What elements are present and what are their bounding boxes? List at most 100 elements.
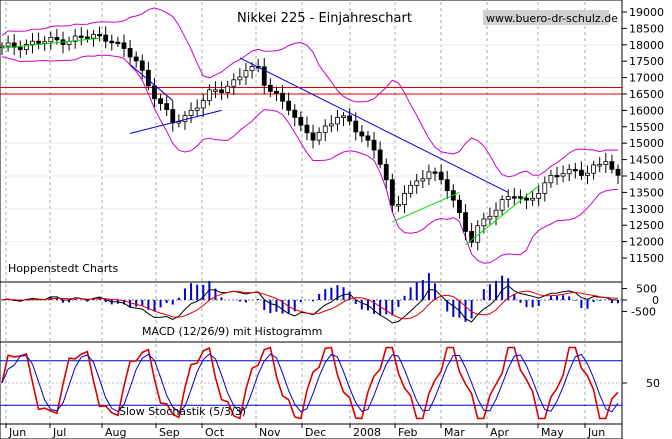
price-bar-body bbox=[603, 161, 609, 165]
trendline bbox=[465, 185, 540, 246]
price-bar-body bbox=[432, 171, 438, 174]
bollinger-lower bbox=[1, 54, 619, 264]
price-bar-body bbox=[84, 36, 90, 39]
price-bar-body bbox=[127, 48, 133, 58]
x-tick-label: May bbox=[541, 426, 564, 439]
price-bar-body bbox=[310, 132, 316, 141]
y-tick-label: 17000 bbox=[629, 72, 664, 85]
price-bar-body bbox=[292, 109, 298, 118]
x-tick-label: Jun bbox=[587, 426, 605, 439]
price-bar-body bbox=[469, 231, 475, 243]
price-bar-body bbox=[213, 89, 218, 92]
price-bar-body bbox=[188, 109, 194, 116]
x-tick-label: Aug bbox=[105, 426, 126, 439]
price-bar-body bbox=[499, 199, 505, 211]
price-bar-body bbox=[158, 98, 163, 104]
price-bar-body bbox=[548, 174, 554, 184]
price-bar-body bbox=[609, 161, 615, 170]
price-bar-body bbox=[280, 92, 285, 102]
macd-signal-line bbox=[1, 290, 619, 320]
y-tick-label: 12000 bbox=[629, 236, 664, 249]
price-bar-body bbox=[322, 125, 328, 133]
price-bar-body bbox=[0, 45, 5, 49]
x-tick-label: Jun bbox=[8, 426, 26, 439]
price-bar-body bbox=[17, 46, 23, 51]
price-bar-body bbox=[536, 193, 542, 199]
price-bar-body bbox=[377, 149, 383, 165]
price-bar-body bbox=[274, 90, 279, 94]
stoch-label: Slow Stochastik (5/3/3) bbox=[119, 405, 246, 418]
price-bar-body bbox=[200, 100, 206, 109]
stoch-k-line bbox=[1, 346, 619, 420]
macd-tick-label: 0 bbox=[652, 294, 659, 307]
macd-tick-label: -500 bbox=[631, 305, 656, 318]
price-bar-body bbox=[572, 169, 578, 172]
trendlines bbox=[1, 37, 540, 246]
chart-title: Nikkei 225 - Einjahreschart bbox=[237, 11, 412, 26]
price-bars bbox=[0, 26, 621, 251]
x-tick-label: Nov bbox=[259, 426, 281, 439]
price-bar-body bbox=[518, 196, 523, 199]
price-bar-body bbox=[249, 65, 255, 72]
price-bar-body bbox=[103, 34, 109, 42]
trendline bbox=[392, 191, 460, 223]
price-bar-body bbox=[164, 103, 170, 110]
price-bar-body bbox=[560, 173, 566, 177]
watermark-bg bbox=[483, 10, 609, 25]
trendline bbox=[239, 57, 509, 193]
price-bar-body bbox=[585, 172, 590, 176]
y-tick-label: 13000 bbox=[629, 203, 664, 216]
x-tick-label: Jul bbox=[52, 426, 66, 439]
price-bar-body bbox=[30, 40, 35, 45]
y-tick-label: 11500 bbox=[629, 252, 664, 265]
trendline bbox=[1, 37, 100, 49]
price-bar-body bbox=[286, 100, 292, 111]
price-bar-body bbox=[371, 139, 377, 151]
stochastic-panel bbox=[0, 346, 622, 420]
x-axis-labels: Jun Jul Aug Sep Oct Nov Dec 2008 Feb Mar Apr May Jun bbox=[5, 424, 605, 439]
price-bar-body bbox=[597, 164, 603, 167]
source-label: Hoppenstedt Charts bbox=[8, 262, 119, 275]
price-bar-body bbox=[383, 163, 389, 181]
price-bar-body bbox=[304, 124, 310, 134]
price-bar-body bbox=[402, 192, 407, 205]
x-tick-label: 2008 bbox=[353, 426, 381, 439]
price-bar-body bbox=[316, 131, 322, 141]
price-bar-body bbox=[5, 42, 11, 47]
price-bar-body bbox=[54, 37, 60, 41]
watermark: www.buero-dr-schulz.de bbox=[486, 12, 618, 25]
price-bar-body bbox=[542, 182, 548, 194]
price-bar-body bbox=[170, 109, 176, 124]
y-tick-label: 13500 bbox=[629, 186, 664, 199]
price-bar-body bbox=[579, 169, 584, 176]
price-bar-body bbox=[347, 115, 353, 122]
price-bar-body bbox=[237, 76, 243, 81]
price-bar-body bbox=[78, 35, 84, 38]
y-tick-label: 17500 bbox=[629, 55, 664, 68]
price-bar-body bbox=[481, 218, 487, 227]
price-bar-body bbox=[261, 66, 267, 86]
price-grid bbox=[0, 44, 622, 243]
y-tick-label: 15000 bbox=[629, 137, 664, 150]
price-bar-body bbox=[72, 35, 78, 42]
macd-label: MACD (12/26/9) mit Histogramm bbox=[142, 325, 322, 338]
price-bar-body bbox=[109, 40, 115, 44]
bollinger-bands bbox=[1, 7, 619, 264]
macd-panel bbox=[0, 273, 622, 324]
bollinger-upper bbox=[1, 7, 619, 178]
stoch-d-line bbox=[1, 353, 619, 413]
price-bar-body bbox=[23, 44, 29, 51]
trendline bbox=[129, 109, 222, 134]
y-tick-label: 18500 bbox=[629, 22, 664, 35]
price-bar-body bbox=[206, 89, 212, 101]
plot-frame bbox=[0, 0, 623, 439]
price-bar-body bbox=[115, 41, 121, 45]
price-bar-body bbox=[438, 171, 444, 181]
price-bar-body bbox=[524, 197, 529, 201]
price-bar-body bbox=[231, 79, 237, 87]
y-axis-labels: 11500 12000 12500 13000 13500 14000 14500 15000… bbox=[622, 6, 664, 390]
price-bar-body bbox=[133, 56, 139, 62]
stoch-tick-label: 50 bbox=[646, 377, 660, 390]
price-bar-body bbox=[359, 131, 365, 137]
